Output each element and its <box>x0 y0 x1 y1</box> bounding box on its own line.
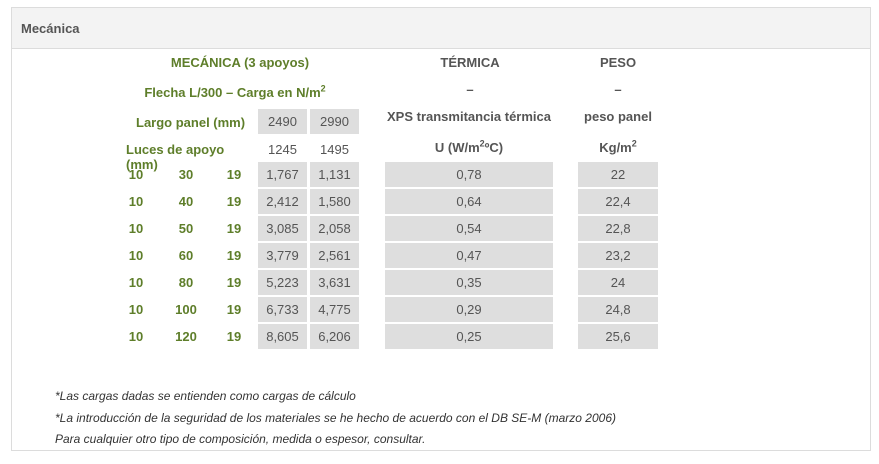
mecanica-panel: Mecánica <box>11 7 871 451</box>
row-col-c: 19 <box>226 248 242 263</box>
luces-label: Luces de apoyo (mm) <box>126 142 225 172</box>
termica-unit: U (W/m2ºC) <box>434 138 504 155</box>
row-col-a: 10 <box>128 275 144 290</box>
weight-value: 22,4 <box>578 189 658 214</box>
load-value-2490: 1,767 <box>258 162 307 187</box>
peso-desc: peso panel <box>584 109 652 124</box>
footnotes: *Las cargas dadas se entienden como carg… <box>55 386 616 451</box>
u-value: 0,25 <box>385 324 553 349</box>
luces-value: 1495 <box>320 142 349 157</box>
row-col-b: 40 <box>178 194 194 209</box>
weight-value: 22 <box>578 162 658 187</box>
peso-unit: Kg/m2 <box>599 138 637 155</box>
termica-desc: XPS transmitancia térmica <box>386 109 552 124</box>
weight-value: 25,6 <box>578 324 658 349</box>
load-value-2490: 6,733 <box>258 297 307 322</box>
row-col-a: 10 <box>128 302 144 317</box>
load-value-2990: 4,775 <box>310 297 359 322</box>
footnote: *Las cargas dadas se entienden como carg… <box>55 389 356 403</box>
termica-title: TÉRMICA <box>440 55 500 70</box>
load-value-2490: 3,779 <box>258 243 307 268</box>
u-value: 0,47 <box>385 243 553 268</box>
row-col-c: 19 <box>226 329 242 344</box>
row-col-c: 19 <box>226 275 242 290</box>
largo-label: Largo panel (mm) <box>136 115 246 130</box>
row-col-b: 50 <box>178 221 194 236</box>
panel-title[interactable]: Mecánica <box>12 8 870 49</box>
load-value-2990: 6,206 <box>310 324 359 349</box>
row-col-b: 30 <box>178 167 194 182</box>
load-value-2990: 1,131 <box>310 162 359 187</box>
u-value: 0,54 <box>385 216 553 241</box>
footnote: Para cualquier otro tipo de composición,… <box>55 432 426 446</box>
load-value-2490: 2,412 <box>258 189 307 214</box>
weight-value: 22,8 <box>578 216 658 241</box>
load-value-2990: 1,580 <box>310 189 359 214</box>
row-col-a: 10 <box>128 167 144 182</box>
weight-value: 23,2 <box>578 243 658 268</box>
load-value-2490: 8,605 <box>258 324 307 349</box>
peso-title: PESO <box>599 55 637 70</box>
weight-value: 24,8 <box>578 297 658 322</box>
u-value: 0,64 <box>385 189 553 214</box>
load-value-2990: 2,561 <box>310 243 359 268</box>
row-col-b: 60 <box>178 248 194 263</box>
largo-value: 2990 <box>310 109 359 134</box>
load-value-2490: 3,085 <box>258 216 307 241</box>
row-col-a: 10 <box>128 194 144 209</box>
row-col-c: 19 <box>226 302 242 317</box>
row-col-a: 10 <box>128 248 144 263</box>
load-value-2490: 5,223 <box>258 270 307 295</box>
row-col-a: 10 <box>128 329 144 344</box>
load-value-2990: 3,631 <box>310 270 359 295</box>
weight-value: 24 <box>578 270 658 295</box>
row-col-c: 19 <box>226 221 242 236</box>
u-value: 0,35 <box>385 270 553 295</box>
termica-dash: – <box>466 82 474 97</box>
peso-dash: – <box>614 82 622 97</box>
row-col-c: 19 <box>226 194 242 209</box>
luces-value: 1245 <box>268 142 297 157</box>
mecanica-title: MECÁNICA (3 apoyos) <box>170 55 310 70</box>
row-col-b: 80 <box>178 275 194 290</box>
u-value: 0,29 <box>385 297 553 322</box>
row-col-a: 10 <box>128 221 144 236</box>
load-value-2990: 2,058 <box>310 216 359 241</box>
largo-value: 2490 <box>258 109 307 134</box>
u-value: 0,78 <box>385 162 553 187</box>
mecanica-subtitle: Flecha L/300 – Carga en N/m2 <box>144 83 326 100</box>
row-col-b: 120 <box>175 329 197 344</box>
row-col-b: 100 <box>175 302 197 317</box>
row-col-c: 19 <box>226 167 242 182</box>
footnote: *La introducción de la seguridad de los … <box>55 410 616 425</box>
